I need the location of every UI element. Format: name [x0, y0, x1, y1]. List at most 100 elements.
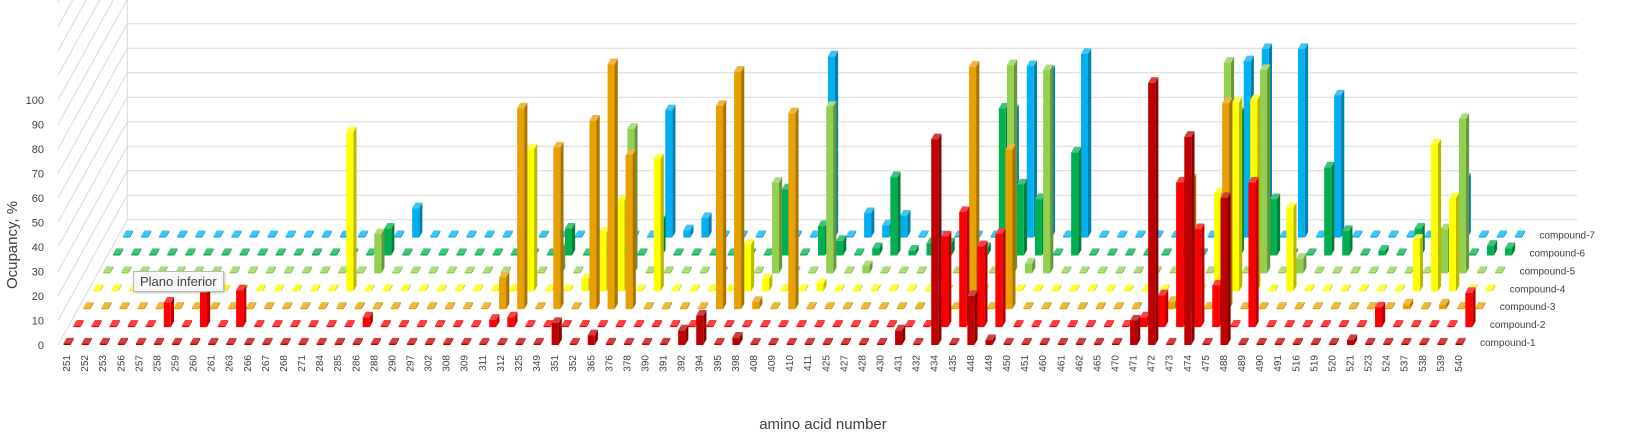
bar-compound-1-349 [533, 337, 544, 345]
bar-front [1026, 66, 1034, 238]
bar-top [1123, 284, 1134, 290]
bar-side [1028, 337, 1032, 345]
bar-front [1243, 61, 1251, 238]
bar-compound-5-398 [771, 177, 783, 274]
bar-front [1437, 343, 1445, 345]
bar-side [1102, 302, 1106, 310]
bar-compound-2-351 [561, 320, 572, 328]
bar-front [292, 289, 300, 292]
bar-compound-6-540 [1504, 242, 1516, 256]
bar-front [581, 279, 589, 292]
bar-front [623, 343, 631, 345]
bar-front [1123, 289, 1131, 292]
bar-front [1241, 271, 1249, 274]
bar-side [581, 230, 586, 238]
bar-top [1077, 302, 1088, 308]
bar-side [1426, 337, 1430, 345]
bar-side [1301, 302, 1305, 310]
x-tick-label: 490 [1255, 355, 1266, 372]
bar-compound-1-266 [244, 337, 255, 345]
bar-top [1103, 320, 1115, 326]
bar-side [713, 320, 717, 328]
bar-compound-5-390 [681, 266, 692, 274]
bar-compound-7-308 [502, 230, 513, 238]
bar-front [1141, 289, 1149, 292]
y-tick-label: 60 [32, 193, 44, 205]
bar-top [203, 248, 214, 255]
bar-top [642, 337, 653, 344]
bar-side [297, 320, 301, 328]
bar-front [1053, 254, 1061, 256]
bar-compound-7-539 [1496, 230, 1507, 238]
bar-compound-6-378 [673, 248, 684, 256]
bar-top [1486, 240, 1498, 246]
bar-side [540, 337, 544, 345]
bar-front [1214, 193, 1222, 292]
bar-front [1013, 325, 1021, 328]
bar-top [1005, 144, 1016, 150]
bar-top [464, 266, 475, 272]
bar-side [1345, 320, 1350, 328]
bar-front [370, 343, 378, 345]
bar-top [1296, 253, 1307, 259]
bar-front [786, 343, 794, 345]
bar-top [1332, 266, 1343, 272]
bar-front [356, 271, 364, 274]
bar-top [1495, 266, 1506, 272]
bar-front [1057, 343, 1065, 345]
bar-top [420, 248, 431, 255]
bar-side [1365, 284, 1369, 292]
bar-top [822, 337, 833, 344]
bar-compound-1-538 [1419, 337, 1430, 345]
bar-top [573, 266, 584, 272]
bar-compound-1-490 [1256, 337, 1267, 345]
bar-side [984, 240, 988, 328]
bar-top [818, 220, 829, 227]
bar-side [658, 320, 663, 328]
bar-side [160, 337, 165, 345]
bar-top [1105, 284, 1116, 290]
bar-compound-7-410 [846, 230, 857, 238]
bar-side [1023, 178, 1028, 256]
bar-side [1022, 284, 1026, 292]
series-label: compound-4 [1510, 284, 1566, 295]
bar-front [1230, 325, 1238, 328]
bar-compound-3-430 [896, 302, 907, 310]
bar-top [1440, 223, 1452, 230]
bar-side [1048, 302, 1052, 310]
bar-compound-2-257 [145, 320, 156, 328]
bar-compound-2-425 [832, 320, 843, 328]
bar-front [1043, 70, 1051, 274]
bar-side [698, 248, 702, 256]
bar-front [671, 289, 679, 292]
bar-front [998, 108, 1006, 256]
bar-front [535, 307, 543, 310]
bar-compound-1-448 [967, 290, 978, 345]
bar-compound-4-430 [906, 284, 917, 292]
bar-side [399, 266, 403, 274]
bar-top [701, 212, 712, 218]
bar-front [1075, 343, 1083, 345]
bar-front [1422, 271, 1430, 274]
bar-side [744, 230, 748, 238]
bar-side [100, 284, 104, 292]
bar-front [870, 289, 878, 292]
bar-side [839, 320, 843, 328]
bar-top [172, 337, 183, 344]
bar-compound-6-425 [872, 242, 883, 256]
bar-front [384, 228, 392, 256]
bar-compound-1-376 [605, 337, 617, 345]
bar-side [1137, 314, 1141, 345]
y-tick-label: 80 [32, 144, 44, 156]
bar-front [416, 325, 424, 328]
bar-front [1314, 271, 1322, 274]
bar-front [706, 325, 714, 328]
bar-front [141, 236, 149, 238]
bar-side [867, 302, 871, 310]
bar-front [663, 271, 671, 274]
bar-top [1330, 302, 1341, 308]
bar-side [318, 248, 323, 256]
bar-compound-4-516 [1322, 284, 1333, 292]
bar-compound-1-472 [1148, 77, 1159, 345]
bar-top [545, 284, 556, 290]
